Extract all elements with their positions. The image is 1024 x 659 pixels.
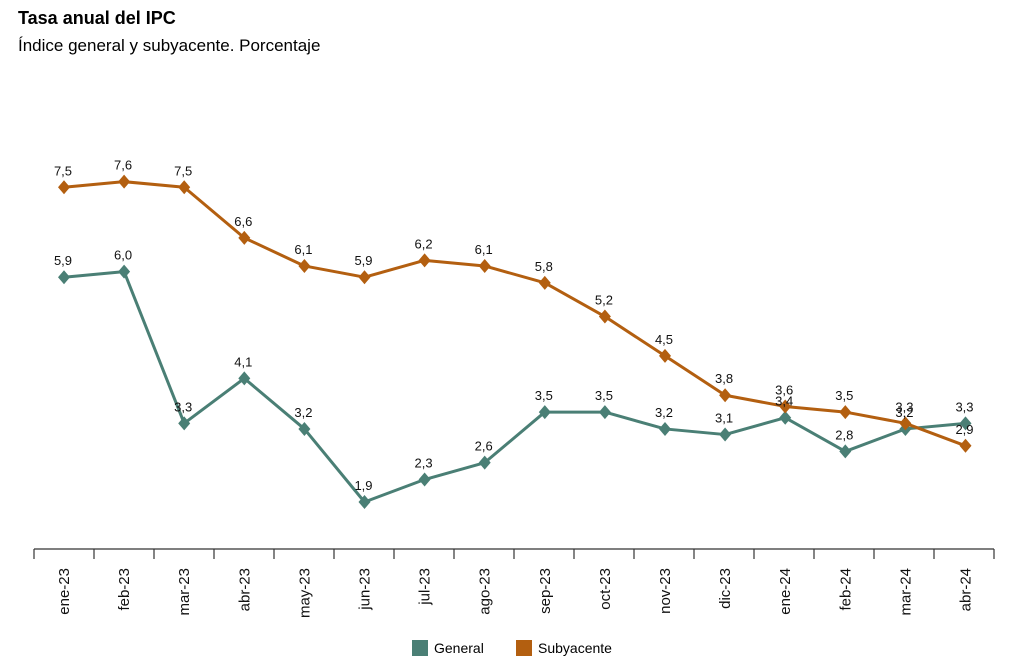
- legend-label-subyacente: Subyacente: [538, 640, 612, 656]
- data-point-general: [839, 444, 852, 459]
- data-label-general: 1,9: [354, 478, 372, 493]
- data-point-general: [178, 416, 191, 431]
- data-label-subyacente: 6,2: [415, 236, 433, 251]
- chart-title: Tasa anual del IPC: [18, 8, 176, 28]
- data-point-subyacente: [959, 438, 972, 453]
- data-label-subyacente: 3,5: [835, 388, 853, 403]
- x-tick-label: abr-24: [957, 568, 974, 611]
- data-point-general: [959, 416, 972, 431]
- x-tick-label: ene-24: [777, 568, 794, 615]
- legend-swatch-subyacente: [516, 640, 532, 656]
- x-tick-label: ene-23: [56, 568, 73, 615]
- data-point-subyacente: [418, 253, 431, 268]
- data-point-subyacente: [598, 309, 611, 324]
- data-point-general: [478, 455, 491, 470]
- data-point-general: [298, 421, 311, 436]
- data-label-subyacente: 3,3: [895, 399, 913, 414]
- data-label-subyacente: 6,1: [475, 242, 493, 257]
- data-label-general: 3,2: [895, 405, 913, 420]
- data-label-subyacente: 5,8: [535, 259, 553, 274]
- data-label-subyacente: 3,8: [715, 371, 733, 386]
- x-tick-label: nov-23: [657, 568, 674, 614]
- data-point-subyacente: [118, 174, 131, 189]
- data-point-general: [418, 472, 431, 487]
- data-point-general: [779, 410, 792, 425]
- data-point-general: [719, 427, 732, 442]
- data-point-general: [118, 264, 131, 279]
- data-label-subyacente: 6,1: [294, 242, 312, 257]
- x-tick-label: sep-23: [537, 568, 554, 614]
- data-label-general: 3,3: [955, 399, 973, 414]
- x-tick-label: jul-23: [417, 568, 434, 606]
- data-label-general: 2,3: [415, 456, 433, 471]
- data-label-general: 3,4: [775, 394, 793, 409]
- x-tick-label: mar-23: [176, 568, 193, 616]
- data-point-general: [358, 495, 371, 509]
- x-tick-label: abr-23: [236, 568, 253, 611]
- data-point-subyacente: [238, 230, 251, 245]
- legend-item-general: General: [412, 640, 484, 656]
- data-label-subyacente: 4,5: [655, 332, 673, 347]
- data-point-subyacente: [659, 348, 671, 363]
- data-point-subyacente: [779, 399, 792, 414]
- data-point-subyacente: [358, 270, 371, 285]
- data-label-subyacente: 5,2: [595, 293, 613, 308]
- data-label-subyacente: 2,9: [955, 422, 973, 437]
- data-label-subyacente: 3,6: [775, 382, 793, 397]
- legend: General Subyacente: [0, 638, 1024, 659]
- legend-swatch-general: [412, 640, 428, 656]
- data-point-subyacente: [298, 258, 311, 273]
- chart-subtitle: Índice general y subyacente. Porcentaje: [18, 36, 321, 55]
- data-point-general: [238, 371, 251, 386]
- series-line-subyacente: [63, 180, 967, 448]
- data-label-general: 6,0: [114, 248, 132, 263]
- x-tick-label: feb-24: [837, 568, 854, 611]
- x-tick-label: oct-23: [597, 568, 614, 610]
- data-label-subyacente: 5,9: [354, 253, 372, 268]
- data-label-general: 4,1: [234, 354, 252, 369]
- x-tick-label: mar-24: [897, 568, 914, 616]
- legend-item-subyacente: Subyacente: [516, 640, 612, 656]
- x-tick-label: may-23: [296, 568, 313, 618]
- data-label-general: 5,9: [54, 253, 72, 268]
- data-point-subyacente: [719, 388, 732, 403]
- data-label-subyacente: 7,5: [54, 163, 72, 178]
- x-tick-label: jun-23: [356, 568, 373, 611]
- data-label-general: 3,5: [535, 388, 553, 403]
- data-label-subyacente: 7,5: [174, 163, 192, 178]
- data-label-subyacente: 6,6: [234, 214, 252, 229]
- data-label-general: 2,6: [475, 439, 493, 454]
- data-point-general: [58, 270, 70, 285]
- data-label-general: 3,2: [655, 405, 673, 420]
- data-label-general: 2,8: [835, 427, 853, 442]
- data-point-subyacente: [58, 180, 70, 195]
- series-line-general: [63, 270, 966, 504]
- x-tick-label: feb-23: [116, 568, 133, 611]
- data-point-general: [598, 405, 611, 420]
- data-point-general: [659, 421, 671, 436]
- data-label-general: 3,5: [595, 388, 613, 403]
- x-tick-label: dic-23: [717, 568, 734, 609]
- data-label-subyacente: 7,6: [114, 158, 132, 173]
- data-point-subyacente: [899, 416, 912, 431]
- data-point-subyacente: [538, 275, 551, 290]
- line-chart: ene-23 feb-23 mar-23 abr-23 may-23 jun-23 jul-…: [33, 158, 995, 618]
- data-label-general: 3,2: [294, 405, 312, 420]
- legend-label-general: General: [434, 640, 484, 656]
- data-label-general: 3,3: [174, 399, 192, 414]
- x-tick-label: ago-23: [477, 568, 494, 615]
- data-point-subyacente: [478, 258, 491, 273]
- data-point-subyacente: [839, 405, 852, 420]
- data-point-subyacente: [178, 180, 191, 195]
- data-label-general: 3,1: [715, 411, 733, 426]
- data-point-general: [538, 405, 551, 420]
